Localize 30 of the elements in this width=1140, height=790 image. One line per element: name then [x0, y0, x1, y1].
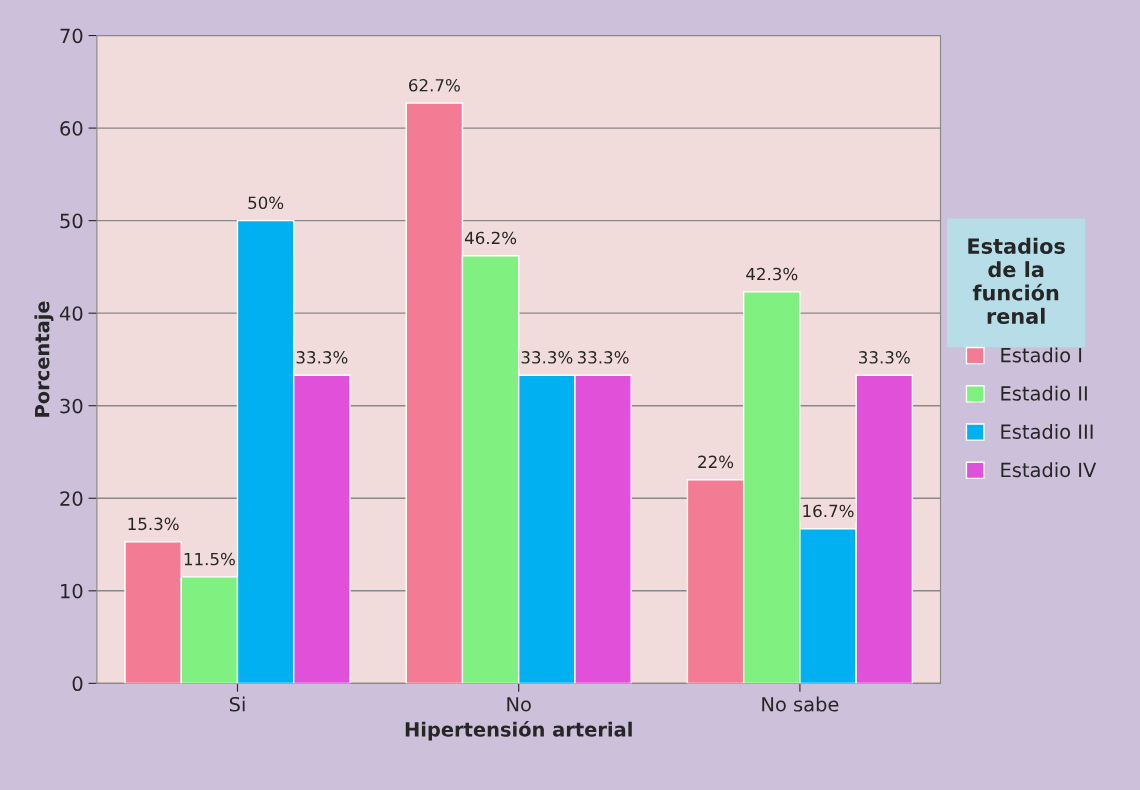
data-label: 11.5% — [184, 552, 235, 566]
data-label: 33.3% — [577, 351, 629, 364]
data-label: 33.3% — [859, 351, 910, 364]
y-tick-label: 50 — [60, 213, 83, 229]
data-label: 42.3% — [746, 267, 798, 281]
data-label: 33.3% — [296, 351, 348, 364]
y-axis-title: Porcentaje — [34, 301, 54, 417]
y-tick-label: 30 — [60, 398, 83, 414]
y-tick-label: 0 — [72, 676, 83, 692]
legend-label: Estadio III — [1001, 423, 1093, 440]
y-tick-label: 20 — [60, 491, 83, 506]
y-tick-label: 60 — [60, 121, 83, 136]
data-label: 46.2% — [464, 231, 517, 245]
legend-label: Estadio IV — [1001, 462, 1097, 478]
legend-label: Estadio II — [1001, 385, 1087, 401]
data-label: 22% — [698, 455, 734, 469]
x-axis-title: Hipertensión arterial — [405, 720, 632, 741]
x-tick-label: No sabe — [762, 696, 839, 712]
data-label: 16.7% — [803, 504, 854, 518]
legend-label: Estadio I — [1001, 347, 1082, 363]
data-label: 50% — [248, 196, 284, 210]
data-label: 15.3% — [128, 517, 179, 531]
x-tick-label: No — [507, 697, 531, 712]
y-tick-label: 10 — [61, 583, 83, 599]
data-label: 62.7% — [409, 78, 460, 92]
data-label: 33.3% — [521, 351, 573, 364]
legend-title: Estadios de la función renal — [968, 237, 1065, 324]
x-tick-label: Si — [229, 696, 245, 712]
y-tick-label: 70 — [60, 28, 83, 44]
y-tick-label: 40 — [59, 306, 83, 321]
